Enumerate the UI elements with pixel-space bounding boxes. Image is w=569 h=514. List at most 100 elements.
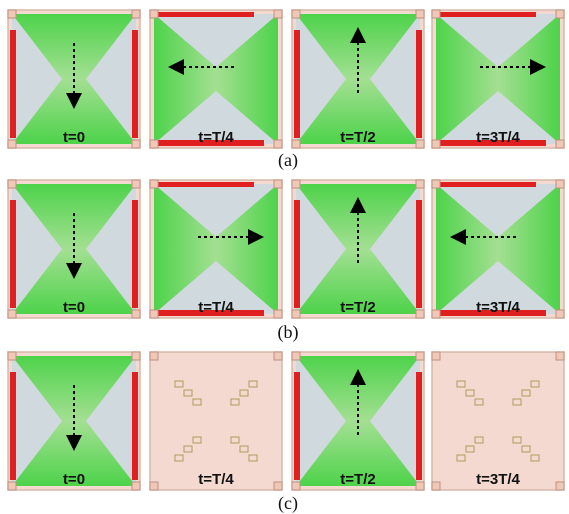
corner-block (555, 9, 565, 19)
marker-glyph (530, 454, 540, 462)
corner-block (415, 179, 425, 189)
edge-streak (416, 30, 422, 138)
corner-block (7, 309, 17, 319)
corner-block (555, 481, 565, 491)
flow-field (436, 184, 560, 314)
marker-glyph (230, 398, 240, 406)
marker-glyph (248, 380, 258, 388)
corner-block (149, 309, 159, 319)
corner-block (131, 179, 141, 189)
marker-glyph (239, 389, 249, 397)
corner-block (291, 9, 301, 19)
corner-block (273, 139, 283, 149)
panel-label: t=0 (63, 129, 85, 146)
panel: t=0 (7, 351, 141, 491)
corner-block (131, 481, 141, 491)
panel: t=T/2 (291, 9, 425, 149)
marker-glyph (239, 445, 249, 453)
marker-glyph (465, 389, 475, 397)
row-caption: (b) (278, 322, 299, 343)
edge-streak (10, 372, 16, 480)
corner-block (7, 351, 17, 361)
corner-block (555, 139, 565, 149)
flow-field (154, 14, 278, 144)
panel-label: t=T/4 (198, 129, 234, 146)
corner-block (291, 351, 301, 361)
corner-block (431, 309, 441, 319)
corner-block (7, 481, 17, 491)
panel: t=3T/4 (431, 9, 565, 149)
corner-block (149, 139, 159, 149)
marker-glyph (248, 454, 258, 462)
edge-streak (294, 200, 300, 308)
marker-glyph (192, 436, 202, 444)
marker-glyph (474, 398, 484, 406)
panel: t=0 (7, 9, 141, 149)
row-caption: (c) (278, 493, 298, 514)
corner-block (131, 309, 141, 319)
panel-label: t=0 (63, 471, 85, 488)
panel-frame (431, 351, 565, 491)
flow-field (436, 14, 560, 144)
marker-glyph (521, 389, 531, 397)
edge-streak (10, 200, 16, 308)
corner-block (149, 351, 159, 361)
marker-glyph (512, 436, 522, 444)
panel-label: t=T/2 (340, 129, 375, 146)
corner-block (131, 351, 141, 361)
corner-block (291, 481, 301, 491)
marker-glyph (530, 380, 540, 388)
marker-glyph (512, 398, 522, 406)
marker-glyph (183, 389, 193, 397)
edge-streak (152, 182, 254, 187)
panel: t=T/4 (149, 351, 283, 491)
panel: t=T/2 (291, 351, 425, 491)
corner-block (555, 179, 565, 189)
panel-label: t=T/4 (198, 299, 234, 316)
edge-streak (434, 182, 536, 187)
corner-block (415, 309, 425, 319)
edge-streak (132, 30, 138, 138)
corner-block (131, 9, 141, 19)
edge-streak (152, 310, 264, 316)
marker-glyph (230, 436, 240, 444)
corner-block (7, 9, 17, 19)
panel-label: t=T/2 (340, 299, 375, 316)
panel: t=T/4 (149, 9, 283, 149)
panel-label: t=0 (63, 299, 85, 316)
panel: t=3T/4 (431, 351, 565, 491)
corner-block (273, 351, 283, 361)
panel-label: t=T/2 (340, 471, 375, 488)
corner-block (555, 309, 565, 319)
panel-label: t=3T/4 (476, 299, 520, 316)
flow-field (154, 184, 278, 314)
corner-block (273, 9, 283, 19)
corner-block (273, 309, 283, 319)
corner-block (273, 179, 283, 189)
corner-block (431, 481, 441, 491)
edge-streak (294, 372, 300, 480)
corner-block (149, 481, 159, 491)
corner-block (291, 139, 301, 149)
edge-streak (416, 372, 422, 480)
corner-block (149, 179, 159, 189)
marker-glyph (456, 380, 466, 388)
corner-block (291, 309, 301, 319)
marker-glyph (174, 454, 184, 462)
edge-streak (294, 30, 300, 138)
corner-block (7, 179, 17, 189)
corner-block (415, 481, 425, 491)
corner-block (273, 481, 283, 491)
panel: t=T/4 (149, 179, 283, 319)
edge-streak (434, 12, 536, 17)
corner-block (7, 139, 17, 149)
corner-block (415, 351, 425, 361)
panel: t=3T/4 (431, 179, 565, 319)
row-caption: (a) (278, 150, 298, 171)
edge-streak (10, 30, 16, 138)
corner-block (431, 139, 441, 149)
marker-glyph (465, 445, 475, 453)
panel-label: t=3T/4 (476, 471, 520, 488)
corner-block (131, 139, 141, 149)
